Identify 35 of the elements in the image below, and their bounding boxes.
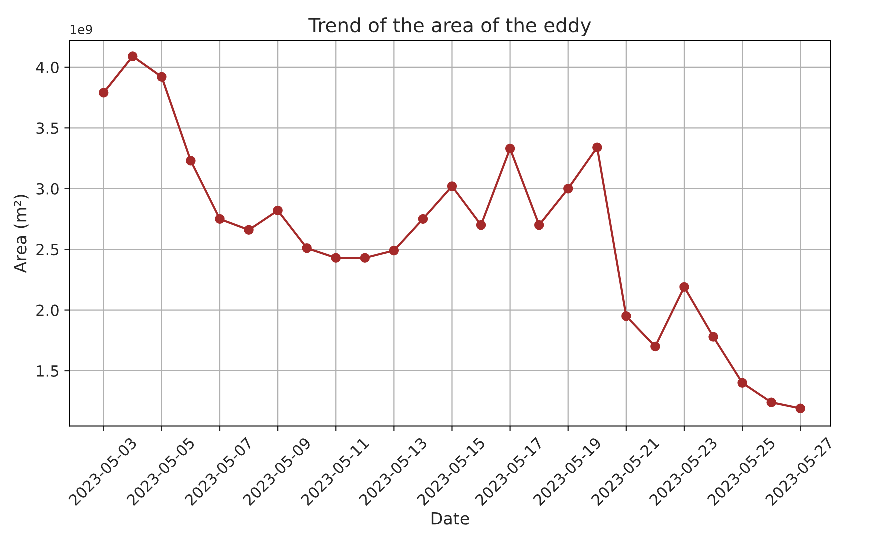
y-tick-label: 3.5 (36, 122, 59, 134)
point (418, 214, 428, 224)
point (447, 182, 458, 192)
point (360, 253, 370, 263)
y-tick-label: 4.0 (36, 62, 59, 74)
point (331, 253, 341, 263)
point (215, 214, 225, 224)
point (592, 142, 602, 152)
point (186, 156, 196, 166)
point (157, 72, 167, 82)
point (389, 246, 400, 256)
y-tick-label: 2.5 (36, 244, 59, 256)
point (680, 282, 690, 292)
x-axis-title: Date (432, 512, 470, 525)
chart-title: Trend of the area of the eddy (308, 18, 592, 36)
point (738, 378, 748, 388)
point (622, 312, 632, 322)
point (796, 404, 806, 414)
point (244, 225, 254, 236)
point (273, 206, 283, 216)
text: 1e9 (70, 24, 92, 34)
point (708, 332, 718, 342)
point (302, 244, 312, 254)
point (534, 220, 544, 230)
point (99, 88, 109, 98)
point (505, 144, 516, 154)
point (564, 184, 574, 194)
point (766, 398, 776, 408)
point (650, 342, 660, 352)
y-axis-title: Area (m²) (14, 195, 29, 274)
y-tick-label: 2.0 (36, 304, 59, 316)
point (128, 52, 138, 62)
point (476, 220, 486, 230)
y-tick-label: 1.5 (37, 366, 59, 378)
y-tick-label: 3.0 (36, 183, 59, 195)
